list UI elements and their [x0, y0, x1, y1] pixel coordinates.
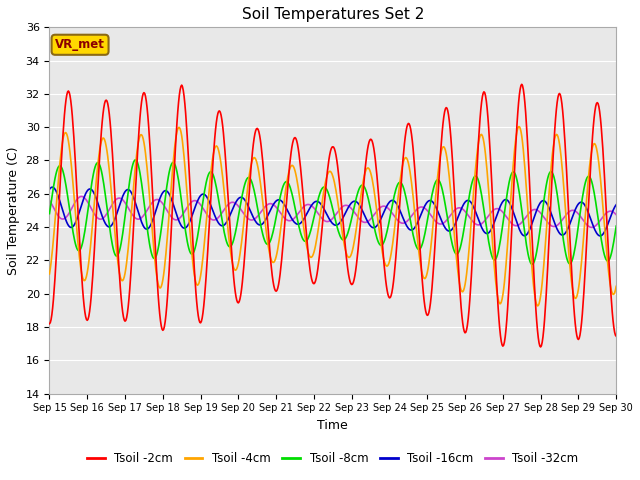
Tsoil -8cm [562, 251, 570, 257]
Title: Soil Temperatures Set 2: Soil Temperatures Set 2 [242, 7, 424, 22]
Tsoil -16cm [380, 209, 388, 215]
Tsoil -32cm [612, 212, 620, 217]
Tsoil -8cm [45, 211, 53, 216]
Tsoil -8cm [171, 161, 179, 167]
Line: Tsoil -16cm: Tsoil -16cm [49, 187, 616, 236]
Tsoil -2cm [518, 82, 525, 87]
Tsoil -2cm [537, 344, 545, 350]
Tsoil -32cm [78, 193, 86, 199]
Tsoil -32cm [195, 200, 203, 206]
X-axis label: Time: Time [317, 419, 348, 432]
Tsoil -2cm [380, 252, 387, 258]
Tsoil -8cm [325, 192, 333, 198]
Tsoil -16cm [195, 195, 203, 201]
Tsoil -2cm [435, 173, 443, 179]
Tsoil -16cm [49, 184, 56, 190]
Line: Tsoil -2cm: Tsoil -2cm [49, 84, 616, 347]
Tsoil -4cm [170, 153, 178, 158]
Tsoil -4cm [324, 170, 332, 176]
Tsoil -8cm [436, 179, 444, 185]
Tsoil -16cm [45, 186, 53, 192]
Tsoil -32cm [588, 225, 596, 230]
Line: Tsoil -4cm: Tsoil -4cm [49, 127, 616, 306]
Tsoil -2cm [324, 163, 332, 168]
Tsoil -32cm [561, 213, 569, 219]
Tsoil -4cm [612, 284, 620, 289]
Tsoil -16cm [612, 202, 620, 208]
Y-axis label: Soil Temperature (C): Soil Temperature (C) [7, 146, 20, 275]
Tsoil -8cm [528, 262, 536, 267]
Tsoil -4cm [45, 271, 53, 277]
Tsoil -8cm [612, 223, 620, 229]
Tsoil -4cm [195, 282, 202, 288]
Tsoil -32cm [171, 216, 179, 222]
Tsoil -32cm [325, 218, 333, 224]
Tsoil -8cm [131, 157, 139, 163]
Tsoil -32cm [436, 221, 444, 227]
Tsoil -16cm [325, 216, 333, 221]
Tsoil -16cm [596, 233, 604, 239]
Tsoil -16cm [436, 214, 444, 219]
Tsoil -32cm [45, 197, 53, 203]
Tsoil -4cm [515, 124, 522, 130]
Tsoil -16cm [561, 230, 569, 236]
Tsoil -4cm [380, 254, 387, 260]
Legend: Tsoil -2cm, Tsoil -4cm, Tsoil -8cm, Tsoil -16cm, Tsoil -32cm: Tsoil -2cm, Tsoil -4cm, Tsoil -8cm, Tsoi… [83, 447, 583, 469]
Tsoil -4cm [435, 161, 443, 167]
Tsoil -2cm [195, 313, 202, 319]
Tsoil -32cm [380, 203, 388, 209]
Tsoil -2cm [612, 333, 620, 339]
Tsoil -8cm [380, 239, 388, 245]
Tsoil -8cm [195, 225, 203, 230]
Tsoil -2cm [45, 321, 53, 326]
Text: VR_met: VR_met [55, 38, 105, 51]
Tsoil -2cm [562, 154, 570, 160]
Tsoil -4cm [562, 211, 570, 217]
Tsoil -16cm [171, 205, 179, 211]
Tsoil -4cm [534, 303, 541, 309]
Line: Tsoil -8cm: Tsoil -8cm [49, 160, 616, 264]
Line: Tsoil -32cm: Tsoil -32cm [49, 196, 616, 228]
Tsoil -2cm [170, 175, 178, 181]
